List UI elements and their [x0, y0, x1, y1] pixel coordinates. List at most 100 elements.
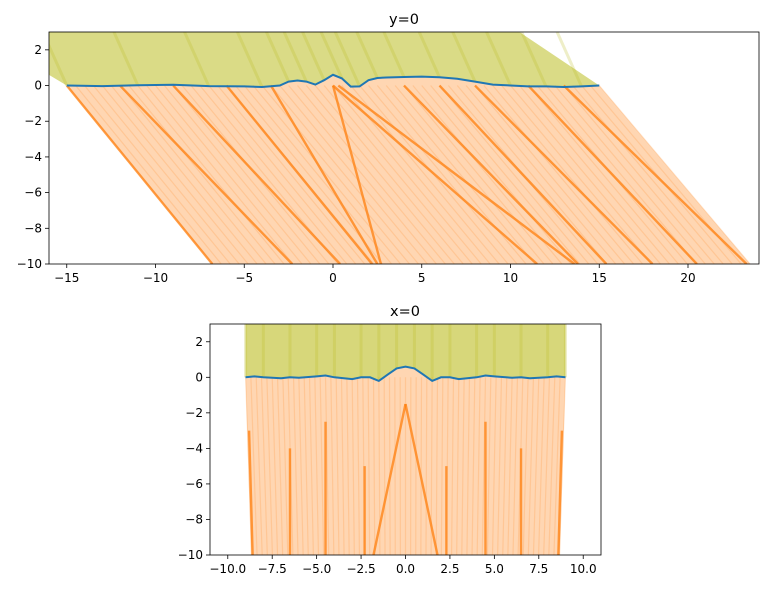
lower-ray [282, 377, 289, 555]
lower-ray [292, 377, 299, 555]
upper-ray [485, 32, 512, 87]
lower-ray [155, 85, 303, 264]
lower-ray [75, 85, 222, 264]
caustic-line [403, 84, 579, 264]
y-tick-label: −6 [24, 186, 42, 200]
lower-ray [388, 377, 391, 555]
lower-ray [332, 85, 482, 264]
lower-ray [598, 85, 751, 264]
lower-ray [553, 377, 561, 555]
x-tick-label: −15 [54, 271, 79, 285]
axes-frame [48, 31, 760, 265]
lower-ray [261, 85, 410, 264]
lower-ray [403, 85, 554, 264]
surface-line [245, 365, 566, 383]
lower-ray [563, 85, 715, 264]
lower-ray [146, 85, 294, 264]
lower-ray [465, 85, 617, 264]
lower-ray [308, 377, 314, 555]
caustic-line [404, 403, 439, 555]
lower-ray [481, 377, 487, 555]
caustic-line [65, 84, 214, 264]
lower-ray [288, 85, 437, 264]
caustic-line [331, 85, 383, 264]
caustic-line [172, 84, 341, 264]
upper-ray-streaks [49, 32, 583, 88]
lower-ray [507, 377, 513, 555]
lower-ray [255, 377, 263, 555]
x-tick-label: 5 [418, 271, 426, 285]
upper-ray-region [245, 324, 566, 381]
lower-ray [110, 85, 258, 264]
lower-ray [319, 377, 325, 555]
lower-ray [486, 377, 492, 555]
lower-ray [537, 377, 545, 555]
lower-ray [420, 377, 423, 555]
x-axis: −10.0 −7.5 −5.0 −2.5 0.0 2.5 5.0 7.5 10.0 [209, 555, 597, 576]
lower-ray [314, 377, 320, 555]
caustic-line [438, 84, 608, 264]
x-tick-label: 15 [592, 271, 607, 285]
lower-ray [324, 377, 330, 555]
lower-ray [276, 377, 284, 555]
caustic-line [332, 84, 538, 264]
lower-ray [279, 85, 428, 264]
upper-ray [282, 32, 308, 83]
lower-ray [483, 85, 635, 264]
lower-ray [435, 377, 439, 555]
lower-ray [394, 85, 545, 264]
lower-ray [217, 85, 366, 264]
lower-ray [497, 377, 503, 555]
upper-ray [236, 32, 264, 88]
caustic-line [269, 84, 379, 264]
upper-ray [382, 32, 406, 78]
plot-area [49, 32, 751, 264]
lower-ray [305, 85, 455, 264]
y-axis: −10 −8 −6 −4 −2 0 2 [178, 335, 210, 562]
caustic-line [372, 403, 407, 555]
lower-ray [421, 85, 572, 264]
y-tick-label: −4 [185, 441, 203, 455]
upper-ray [417, 32, 441, 78]
lower-ray-fan [244, 377, 567, 555]
lower-ray [439, 85, 590, 264]
upper-ray [451, 32, 477, 83]
lower-ray [543, 377, 551, 555]
y-tick-label: −10 [17, 257, 42, 271]
lower-ray [137, 85, 285, 264]
lower-ray [270, 85, 419, 264]
lower-ray [350, 85, 500, 264]
lower-ray [554, 85, 706, 264]
lower-ray [199, 85, 348, 264]
lower-ray [430, 85, 581, 264]
x-tick-label: 0.0 [396, 562, 415, 576]
lower-ray [466, 377, 471, 555]
lower-ray [518, 85, 670, 264]
chart-title: x=0 [390, 304, 420, 320]
lower-ray [456, 85, 608, 264]
lower-ray [474, 85, 626, 264]
lower-ray [208, 85, 357, 264]
x-tick-label: −5.0 [302, 562, 331, 576]
y-tick-label: 2 [195, 335, 203, 349]
lower-ray [450, 377, 455, 555]
y-tick-label: −2 [24, 114, 42, 128]
upper-ray [112, 32, 140, 86]
lower-ray [385, 85, 536, 264]
y-tick-label: −8 [24, 221, 42, 235]
x-tick-label: 2.5 [440, 562, 459, 576]
lower-ray [502, 377, 508, 555]
y-tick-label: −10 [178, 548, 203, 562]
lower-ray [522, 377, 529, 555]
lower-ray [356, 377, 361, 555]
x-tick-label: 7.5 [529, 562, 548, 576]
lower-ray [340, 377, 345, 555]
chart-title: y=0 [389, 12, 419, 28]
lower-ray [335, 377, 340, 555]
lower-ray [383, 377, 386, 555]
lower-ray [527, 377, 535, 555]
lower-ray [234, 85, 384, 264]
caustic-line [474, 84, 654, 264]
caustic-line [119, 84, 294, 264]
